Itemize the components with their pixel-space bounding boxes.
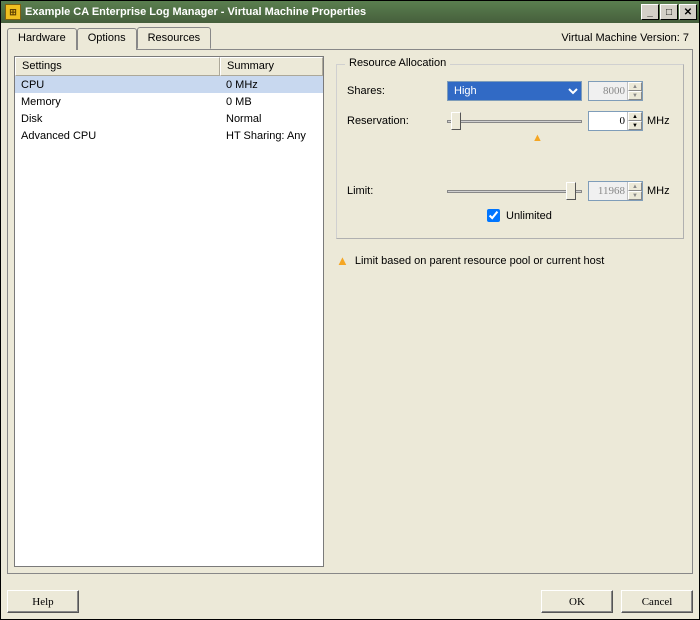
cell-setting: Disk [15, 112, 220, 126]
button-bar: Help OK Cancel [1, 580, 699, 619]
limit-unit: MHz [647, 185, 673, 197]
reservation-value-field[interactable]: ▲ ▼ [588, 111, 643, 131]
warning-icon: ▲ [336, 253, 349, 268]
settings-table: Settings Summary CPU0 MHzMemory0 MBDiskN… [14, 56, 324, 567]
cell-setting: CPU [15, 78, 220, 92]
shares-spin-up: ▲ [628, 82, 642, 91]
warning-note: ▲ Limit based on parent resource pool or… [336, 253, 684, 268]
limit-input [589, 185, 627, 197]
ok-button[interactable]: OK [541, 590, 613, 613]
limit-spin-down: ▼ [628, 191, 642, 200]
limit-slider-thumb[interactable] [566, 182, 576, 200]
unlimited-checkbox[interactable] [487, 209, 500, 222]
reservation-slider-thumb[interactable] [451, 112, 461, 130]
help-button[interactable]: Help [7, 590, 79, 613]
table-row[interactable]: Advanced CPUHT Sharing: Any [15, 127, 323, 144]
reservation-input[interactable] [589, 115, 627, 127]
unlimited-label[interactable]: Unlimited [506, 210, 552, 222]
reservation-slider[interactable]: ▲ [447, 111, 582, 131]
tab-panel: Settings Summary CPU0 MHzMemory0 MBDiskN… [7, 49, 693, 574]
minimize-button[interactable]: _ [641, 4, 659, 20]
tab-hardware[interactable]: Hardware [7, 28, 77, 50]
cancel-button[interactable]: Cancel [621, 590, 693, 613]
app-icon: ⊞ [5, 4, 21, 20]
table-row[interactable]: CPU0 MHz [15, 76, 323, 93]
cell-summary: 0 MHz [220, 78, 323, 92]
cell-summary: 0 MB [220, 95, 323, 109]
cell-setting: Memory [15, 95, 220, 109]
reservation-marker-icon: ▲ [532, 132, 543, 144]
maximize-button[interactable]: □ [660, 4, 678, 20]
limit-slider[interactable] [447, 181, 582, 201]
limit-spin-up: ▲ [628, 182, 642, 191]
content-area: Hardware Options Resources Virtual Machi… [1, 23, 699, 580]
table-row[interactable]: DiskNormal [15, 110, 323, 127]
cell-summary: HT Sharing: Any [220, 129, 323, 143]
shares-value-field: ▲ ▼ [588, 81, 643, 101]
right-pane: Resource Allocation Shares: High ▲ ▼ [334, 56, 686, 567]
group-title: Resource Allocation [345, 57, 450, 69]
close-button[interactable]: ✕ [679, 4, 697, 20]
shares-label: Shares: [347, 85, 447, 97]
reservation-unit: MHz [647, 115, 673, 127]
limit-value-field: ▲ ▼ [588, 181, 643, 201]
cell-setting: Advanced CPU [15, 129, 220, 143]
window-title: Example CA Enterprise Log Manager - Virt… [25, 6, 640, 18]
cell-summary: Normal [220, 112, 323, 126]
tab-bar: Hardware Options Resources [7, 27, 211, 49]
limit-label: Limit: [347, 185, 447, 197]
reservation-label: Reservation: [347, 115, 447, 127]
shares-dropdown[interactable]: High [447, 81, 582, 101]
window-frame: ⊞ Example CA Enterprise Log Manager - Vi… [0, 0, 700, 620]
tab-options[interactable]: Options [77, 28, 137, 50]
table-row[interactable]: Memory0 MB [15, 93, 323, 110]
tab-resources[interactable]: Resources [137, 27, 212, 49]
warning-text: Limit based on parent resource pool or c… [355, 255, 604, 267]
shares-spin-down: ▼ [628, 91, 642, 100]
vm-version-label: Virtual Machine Version: 7 [561, 32, 693, 44]
reservation-spin-down[interactable]: ▼ [628, 121, 642, 130]
column-summary[interactable]: Summary [220, 57, 323, 76]
resource-allocation-group: Resource Allocation Shares: High ▲ ▼ [336, 64, 684, 239]
column-settings[interactable]: Settings [15, 57, 220, 76]
shares-value-input [589, 85, 627, 97]
titlebar[interactable]: ⊞ Example CA Enterprise Log Manager - Vi… [1, 1, 699, 23]
reservation-spin-up[interactable]: ▲ [628, 112, 642, 121]
